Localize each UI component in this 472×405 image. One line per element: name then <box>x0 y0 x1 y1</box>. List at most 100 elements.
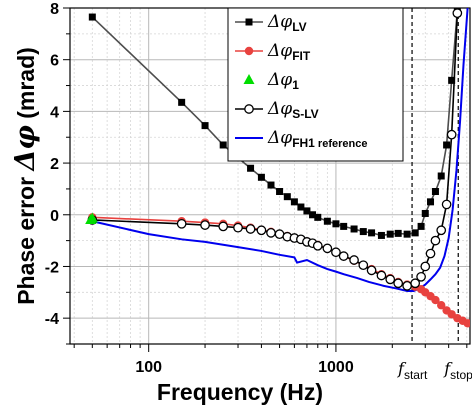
data-point-lv <box>332 220 340 228</box>
data-point-s-lv <box>441 199 452 210</box>
data-point-fit <box>463 319 470 328</box>
series-group <box>85 8 470 328</box>
data-point-lv <box>290 198 298 206</box>
data-point-lv <box>427 198 435 206</box>
legend-marker <box>245 18 253 26</box>
legend-symbol: Δφ <box>267 128 292 148</box>
data-point-s-lv <box>366 265 377 276</box>
data-point-lv <box>377 231 385 239</box>
data-point-lv <box>219 141 227 149</box>
data-point-s-lv <box>425 248 436 259</box>
legend-label: ΔφLV <box>267 12 307 34</box>
y-axis-label-symbol: Δφ <box>10 125 41 173</box>
data-point-s-lv <box>245 224 256 234</box>
data-point-lv <box>417 222 425 230</box>
legend-item-fh1: ΔφFH1 reference <box>235 128 367 150</box>
x-axis-label: Frequency (Hz) <box>157 379 323 405</box>
x-tick-label: 1000 <box>318 359 354 376</box>
data-point-s-lv <box>312 240 323 251</box>
legend-box <box>227 7 404 162</box>
series-fh1 <box>92 8 469 293</box>
data-point-s-lv <box>446 129 457 140</box>
legend-subscript-extra: reference <box>315 138 368 150</box>
data-point-lv <box>443 141 451 149</box>
legend-subscript: S-LV <box>292 107 318 121</box>
legend-marker <box>244 46 254 56</box>
data-point-s-lv <box>256 225 267 236</box>
annotation-label-stop: fstop <box>443 359 472 382</box>
data-point-s-lv <box>430 235 441 246</box>
data-point-s-lv <box>266 228 276 238</box>
data-point-lv <box>297 203 305 211</box>
data-point-s-lv <box>349 255 359 265</box>
data-point-s-lv <box>200 220 210 230</box>
data-point-lv <box>257 173 265 181</box>
y-axis-label-unit: (mrad) <box>13 47 39 125</box>
legend-symbol: Δφ <box>267 12 292 32</box>
data-point-lv <box>267 181 275 189</box>
y-axis-label-prefix: Phase error <box>13 171 39 305</box>
series-line-lv <box>91 10 459 237</box>
data-point-lv <box>323 217 331 225</box>
data-point-lv <box>359 228 367 236</box>
annotation-symbol: f <box>443 359 453 378</box>
y-tick-label: 8 <box>50 1 59 18</box>
data-point-s-lv <box>376 270 387 281</box>
legend-symbol: Δφ <box>267 99 292 119</box>
data-point-lv <box>276 188 284 196</box>
x-tick-label: 100 <box>135 359 162 376</box>
series-1 <box>85 212 98 224</box>
annotation-symbol: f <box>397 359 407 378</box>
legend-subscript: LV <box>292 20 306 34</box>
data-point-lv <box>340 222 348 230</box>
data-point-s-lv <box>402 280 412 291</box>
data-point-s-lv <box>410 278 421 289</box>
data-point-lv <box>247 164 255 172</box>
data-point-lv <box>403 230 411 238</box>
data-point-s-lv <box>322 243 333 254</box>
annotation-subscript: start <box>404 368 428 382</box>
y-tick-label: 6 <box>50 53 59 70</box>
y-axis-label: Phase error Δφ (mrad) <box>10 47 41 305</box>
data-point-lv <box>421 209 429 217</box>
data-point-lv <box>88 13 96 21</box>
y-tick-label: 2 <box>50 156 59 173</box>
data-point-lv <box>350 225 358 233</box>
data-point-lv <box>314 213 322 221</box>
data-point-lv <box>386 230 394 238</box>
y-tick-label: -2 <box>45 259 59 276</box>
data-point-lv <box>411 229 419 237</box>
data-point-lv <box>309 211 317 219</box>
data-point-fit <box>431 295 440 305</box>
legend-subscript: 1 <box>292 78 299 92</box>
data-point-s-lv <box>416 271 426 282</box>
legend-item-s-lv: ΔφS-LV <box>235 99 319 121</box>
legend-item-1: Δφ1 <box>243 70 299 92</box>
data-point-lv <box>178 98 186 106</box>
y-tick-label: 0 <box>50 208 59 225</box>
legend-label: ΔφFH1 reference <box>267 128 367 150</box>
legend-item-lv: ΔφLV <box>235 12 307 34</box>
data-point-s-lv <box>176 218 187 229</box>
series-line-fh1 <box>92 8 469 293</box>
legend-subscript: FIT <box>292 49 311 63</box>
data-point-s-lv <box>420 261 431 272</box>
legend-item-fit: ΔφFIT <box>235 41 311 63</box>
series-lv <box>88 8 461 239</box>
legend-label: ΔφS-LV <box>267 99 319 121</box>
data-point-lv <box>283 193 291 201</box>
legend-symbol: Δφ <box>267 41 292 61</box>
legend-label: Δφ1 <box>267 70 299 92</box>
data-point-lv <box>368 229 376 237</box>
data-point-lv <box>448 76 456 84</box>
data-point-lv <box>437 172 445 180</box>
annotations: fstart fstop <box>397 8 472 382</box>
annotation-subscript: stop <box>450 368 472 382</box>
data-point-lv <box>201 122 209 130</box>
data-point-fit <box>437 301 446 310</box>
legend-label: ΔφFIT <box>267 41 311 63</box>
legend-marker <box>243 74 255 84</box>
data-point-s-lv <box>218 221 229 232</box>
